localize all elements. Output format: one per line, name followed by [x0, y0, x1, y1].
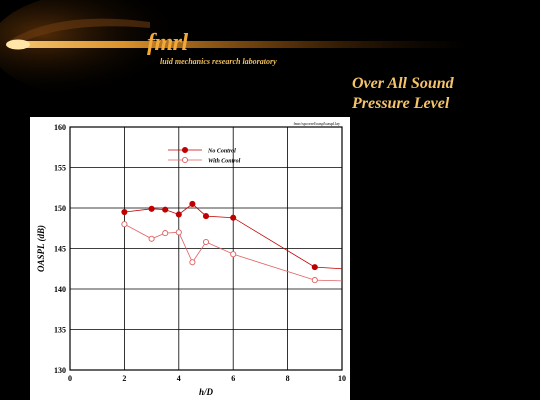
x-tick-label: 10	[338, 374, 346, 383]
y-tick-label: 140	[54, 285, 66, 294]
y-tick-label: 155	[54, 164, 66, 173]
oaspl-chart: 0 2 4 6 8 10 130 135 140 145 150 155 160 h/D OASPL (dB…	[36, 121, 346, 397]
data-point-no-control	[175, 211, 182, 218]
data-point-with-control	[202, 238, 210, 246]
y-axis-label: OASPL (dB)	[36, 225, 46, 272]
y-tick-label: 150	[54, 204, 66, 213]
data-point-with-control	[189, 259, 196, 266]
plot-frame	[69, 126, 343, 371]
data-point-no-control	[311, 264, 318, 271]
logo-light-streak	[0, 0, 470, 100]
legend-label: No Control	[207, 149, 236, 155]
data-point-no-control	[162, 206, 169, 213]
y-tick-label: 145	[54, 245, 66, 254]
legend-marker	[181, 146, 189, 154]
y-tick-label: 130	[54, 366, 66, 375]
chart-panel: 0 2 4 6 8 10 130 135 140 145 150 155 160 h/D OASPL (dB…	[30, 117, 350, 400]
legend-marker	[181, 156, 189, 164]
x-tick-label: 8	[286, 374, 290, 383]
legend-label: With Control	[208, 159, 241, 165]
y-tick-label: 135	[54, 326, 66, 335]
slide-title-line-2: Pressure Level	[352, 95, 450, 112]
x-tick-label: 6	[231, 374, 235, 383]
x-tick-label: 4	[177, 374, 181, 383]
x-tick-label: 2	[122, 374, 126, 383]
logo-subtitle: luid mechanics research laboratory	[160, 57, 277, 66]
data-point-with-control	[148, 235, 155, 242]
data-point-with-control	[162, 230, 169, 237]
data-point-with-control	[175, 229, 182, 236]
x-tick-label: 0	[68, 374, 72, 383]
source-note: fmrc\spcorrel\oaspl\oaspl.lay	[293, 121, 340, 126]
data-point-no-control	[230, 214, 237, 221]
slide-title: Over All Sound Pressure Level	[352, 74, 454, 114]
data-point-no-control	[121, 209, 128, 216]
data-point-with-control	[230, 251, 237, 258]
data-point-with-control	[121, 221, 128, 228]
data-point-no-control	[148, 205, 155, 212]
logo-wordmark: fmrl	[147, 30, 188, 56]
data-point-with-control	[311, 277, 318, 284]
slide-title-line-1: Over All Sound	[352, 75, 454, 92]
x-axis-label: h/D	[199, 387, 214, 397]
data-point-no-control	[202, 213, 210, 220]
y-tick-label: 160	[54, 123, 66, 132]
data-point-no-control	[189, 200, 196, 207]
